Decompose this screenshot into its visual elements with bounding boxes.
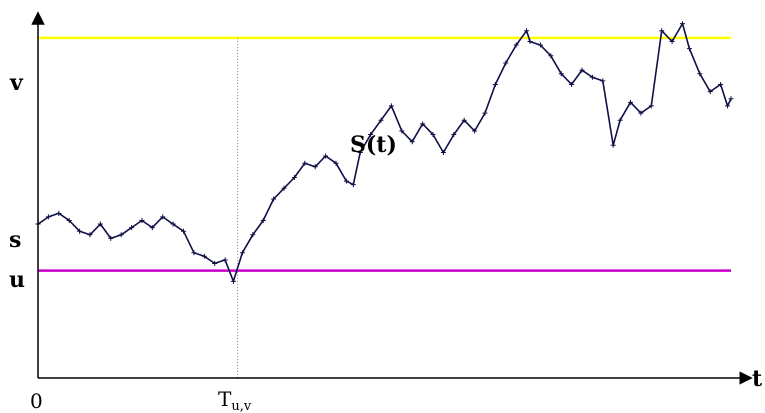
path-point-marker [312, 164, 318, 170]
path-point-marker [707, 89, 713, 95]
path-point-marker [686, 46, 692, 52]
path-point-marker [697, 71, 703, 77]
path-point-marker [45, 214, 51, 220]
hitting-time-label: Tu,v [218, 387, 252, 413]
path-point-marker [399, 128, 405, 134]
process-path-markers [35, 21, 734, 284]
path-point-marker [388, 103, 394, 109]
path-point-marker [679, 21, 685, 27]
path-point-marker [201, 253, 207, 259]
path-point-marker [628, 99, 634, 105]
path-point-marker [492, 81, 498, 87]
path-point-marker [430, 132, 436, 138]
path-point-marker [728, 96, 734, 102]
path-point-marker [239, 250, 245, 256]
path-point-marker [537, 42, 543, 48]
u-label: u [9, 267, 25, 293]
path-point-marker [302, 160, 308, 166]
path-point-marker [281, 185, 287, 191]
path-point-marker [357, 149, 363, 155]
path-point-marker [66, 217, 72, 223]
path-point-marker [638, 110, 644, 116]
path-point-marker [271, 196, 277, 202]
path-point-marker [129, 225, 135, 231]
path-point-marker [118, 232, 124, 238]
path-point-marker [513, 42, 519, 48]
path-point-marker [420, 121, 426, 127]
path-point-marker [250, 232, 256, 238]
path-point-marker [461, 117, 467, 123]
path-point-marker [725, 103, 731, 109]
origin-label: 0 [30, 389, 43, 413]
path-point-marker [212, 260, 218, 266]
v-label: v [9, 70, 24, 96]
path-point-marker [548, 53, 554, 59]
path-point-marker [482, 110, 488, 116]
path-point-marker [87, 232, 93, 238]
path-point-marker [558, 71, 564, 77]
path-point-marker [409, 139, 415, 145]
path-point-marker [160, 214, 166, 220]
path-point-marker [333, 160, 339, 166]
path-point-marker [191, 250, 197, 256]
path-point-marker [527, 38, 533, 44]
path-point-marker [472, 128, 478, 134]
path-point-marker [368, 132, 374, 138]
process-label: S(t) [350, 132, 397, 158]
path-point-marker [291, 175, 297, 181]
path-point-marker [600, 78, 606, 84]
path-point-marker [503, 60, 509, 66]
path-point-marker [350, 182, 356, 188]
path-point-marker [378, 117, 384, 123]
path-point-marker [97, 221, 103, 227]
path-point-marker [139, 217, 145, 223]
path-point-marker [170, 221, 176, 227]
path-point-marker [617, 117, 623, 123]
path-point-marker [569, 81, 575, 87]
path-point-marker [669, 38, 675, 44]
path-point-marker [659, 28, 665, 34]
path-point-marker [451, 132, 457, 138]
path-point-marker [260, 217, 266, 223]
path-point-marker [149, 225, 155, 231]
path-point-marker [230, 278, 236, 284]
path-point-marker [323, 153, 329, 159]
path-point-marker [440, 149, 446, 155]
path-point-marker [610, 142, 616, 148]
path-point-marker [108, 235, 114, 241]
path-point-marker [343, 178, 349, 184]
path-point-marker [589, 74, 595, 80]
path-point-marker [181, 228, 187, 234]
hitting-time-subscript: u,v [231, 399, 252, 413]
path-point-marker [222, 257, 228, 263]
t-axis-label: t [752, 366, 763, 392]
path-point-marker [718, 81, 724, 87]
path-point-marker [56, 210, 62, 216]
hitting-time-main: T [218, 387, 232, 411]
path-point-marker [524, 28, 530, 34]
s-label: s [9, 227, 21, 253]
path-point-marker [77, 228, 83, 234]
path-point-marker [579, 67, 585, 73]
path-point-marker [648, 103, 654, 109]
